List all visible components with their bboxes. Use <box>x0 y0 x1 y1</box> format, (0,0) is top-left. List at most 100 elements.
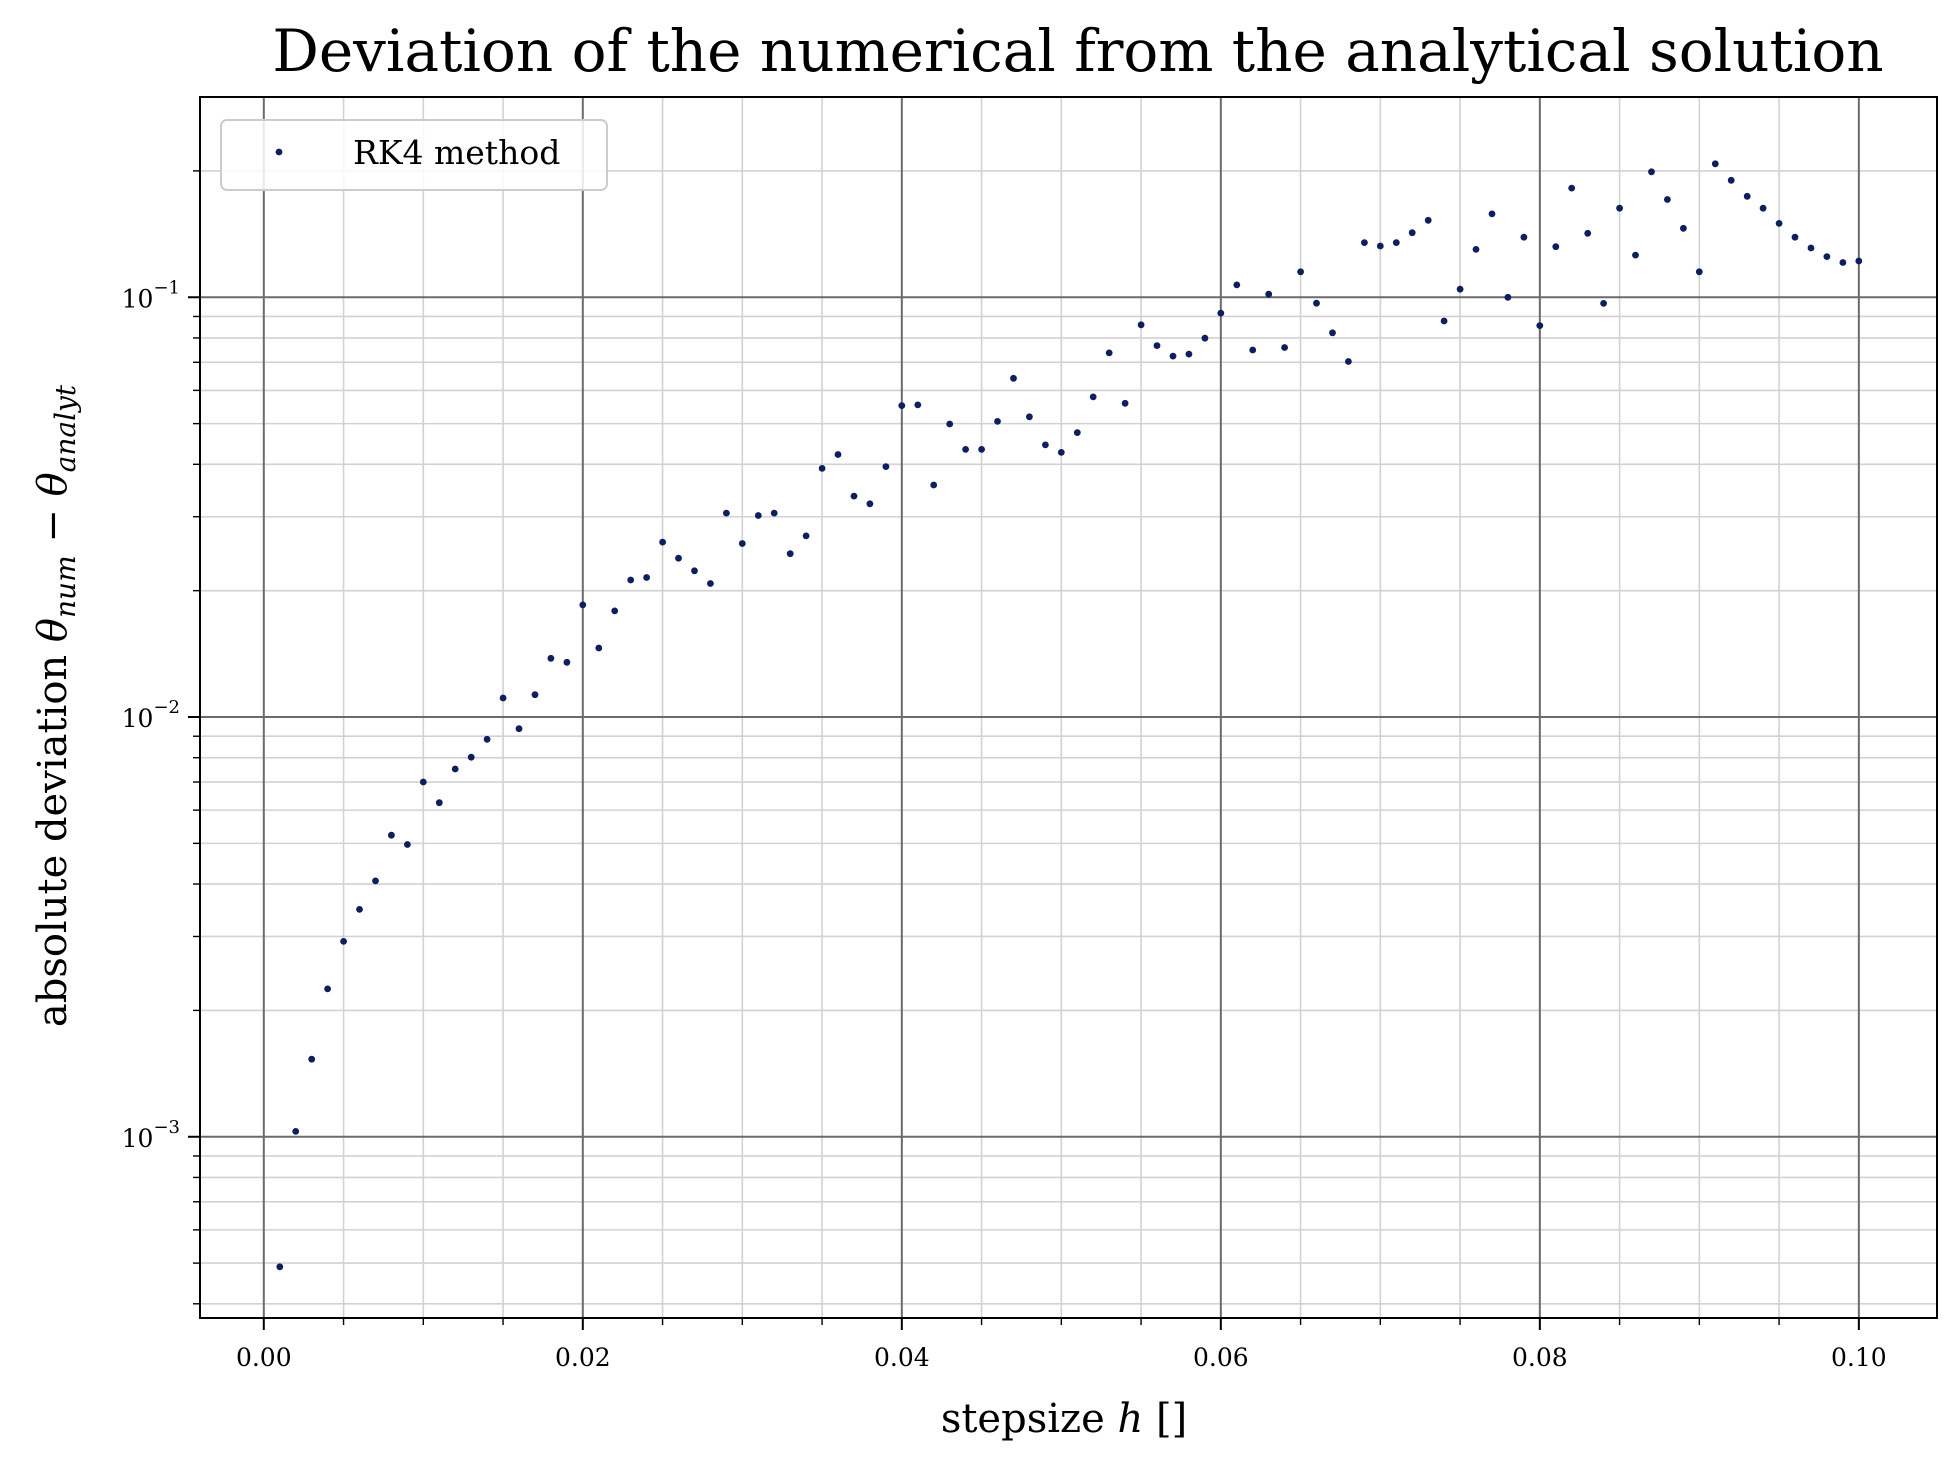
data-point <box>1105 349 1113 357</box>
data-point <box>898 402 906 409</box>
data-point <box>1664 196 1671 203</box>
x-tick-label: 0.08 <box>1512 1343 1568 1372</box>
legend-label: RK4 method <box>353 133 560 172</box>
data-point <box>1584 229 1592 237</box>
data-point <box>962 446 969 453</box>
data-point <box>659 538 666 546</box>
data-point <box>419 778 427 786</box>
data-point <box>531 691 539 699</box>
data-points <box>276 160 1863 1271</box>
data-point <box>1568 184 1576 192</box>
data-point <box>1743 192 1751 200</box>
data-point <box>1057 449 1065 456</box>
legend-box <box>220 119 608 191</box>
data-point <box>1680 224 1687 232</box>
data-point <box>1520 233 1528 241</box>
data-point <box>786 550 794 558</box>
data-point <box>340 938 347 945</box>
data-point <box>723 509 730 517</box>
y-axis-label-subscript-analyt: analyt <box>49 384 82 472</box>
data-point <box>1488 210 1496 218</box>
data-point <box>372 877 379 885</box>
data-point <box>1839 259 1847 266</box>
data-point <box>738 540 746 547</box>
x-tick-label: 0.02 <box>555 1343 611 1372</box>
data-point <box>1775 220 1783 227</box>
data-point <box>1121 399 1129 407</box>
x-axis-label-text: stepsize <box>941 1396 1118 1442</box>
y-tick-label: 10−2 <box>122 697 180 733</box>
data-point <box>1073 429 1081 436</box>
data-point <box>1823 253 1831 260</box>
data-point <box>1727 176 1735 184</box>
x-tick-label: 0.04 <box>874 1343 930 1372</box>
data-point <box>914 401 922 409</box>
data-point <box>1456 285 1464 293</box>
chart-title: Deviation of the numerical from the anal… <box>272 17 1883 85</box>
data-point <box>1153 342 1161 349</box>
data-point <box>1791 233 1799 241</box>
data-point <box>978 446 985 453</box>
data-point <box>547 654 555 662</box>
data-point <box>770 509 778 517</box>
data-point <box>1249 346 1257 354</box>
data-point <box>691 567 698 575</box>
data-point <box>1137 321 1145 329</box>
data-point <box>1504 293 1512 301</box>
data-point <box>1345 358 1352 365</box>
data-point <box>675 554 682 562</box>
data-point <box>1026 413 1033 421</box>
y-tick-label: 10−3 <box>122 1117 180 1153</box>
data-point <box>1169 352 1177 360</box>
data-point <box>308 1055 316 1063</box>
data-point <box>1648 168 1655 176</box>
y-tick-label: 10−1 <box>122 277 180 313</box>
legend-marker <box>275 148 283 156</box>
data-point <box>1440 317 1448 325</box>
data-point <box>1233 281 1241 289</box>
data-point <box>515 725 523 733</box>
data-point <box>483 735 491 743</box>
data-point <box>1329 329 1336 337</box>
data-point <box>834 451 842 458</box>
x-tick-label: 0.00 <box>236 1343 292 1372</box>
data-point <box>1855 257 1863 265</box>
x-axis-label-unit: [] <box>1143 1396 1187 1442</box>
data-point <box>563 658 571 666</box>
data-point <box>802 532 810 540</box>
data-point <box>1010 374 1017 382</box>
data-point <box>1424 216 1432 224</box>
data-point <box>882 463 890 470</box>
data-point <box>946 420 954 428</box>
y-axis-label: absolute deviation θnum − θanalyt <box>30 384 82 1027</box>
data-point <box>1089 393 1097 401</box>
data-point <box>1408 229 1416 237</box>
minor-grid <box>200 97 1937 1318</box>
data-point <box>1632 251 1639 259</box>
data-point <box>1361 239 1368 247</box>
data-point <box>1313 299 1320 307</box>
x-tick-label: 0.06 <box>1193 1343 1249 1372</box>
legend: RK4 method <box>220 119 608 191</box>
data-point <box>499 694 507 702</box>
data-point <box>324 985 331 993</box>
y-axis-label-theta-2: θ <box>30 472 76 496</box>
data-point <box>1392 239 1400 247</box>
data-point <box>1695 268 1703 276</box>
data-point <box>1552 243 1560 251</box>
data-point <box>388 831 395 839</box>
data-point <box>1536 322 1544 329</box>
data-point <box>1217 309 1225 317</box>
data-point <box>451 765 459 773</box>
data-point <box>435 799 443 807</box>
data-point <box>1711 160 1719 168</box>
y-axis-label-text: absolute deviation <box>30 642 76 1027</box>
data-point <box>818 465 826 472</box>
data-point <box>707 580 714 587</box>
x-axis-label-symbol: h <box>1117 1396 1143 1442</box>
x-tick-label: 0.10 <box>1831 1343 1887 1372</box>
data-point <box>994 418 1001 425</box>
y-axis-label-subscript-num: num <box>49 555 82 618</box>
